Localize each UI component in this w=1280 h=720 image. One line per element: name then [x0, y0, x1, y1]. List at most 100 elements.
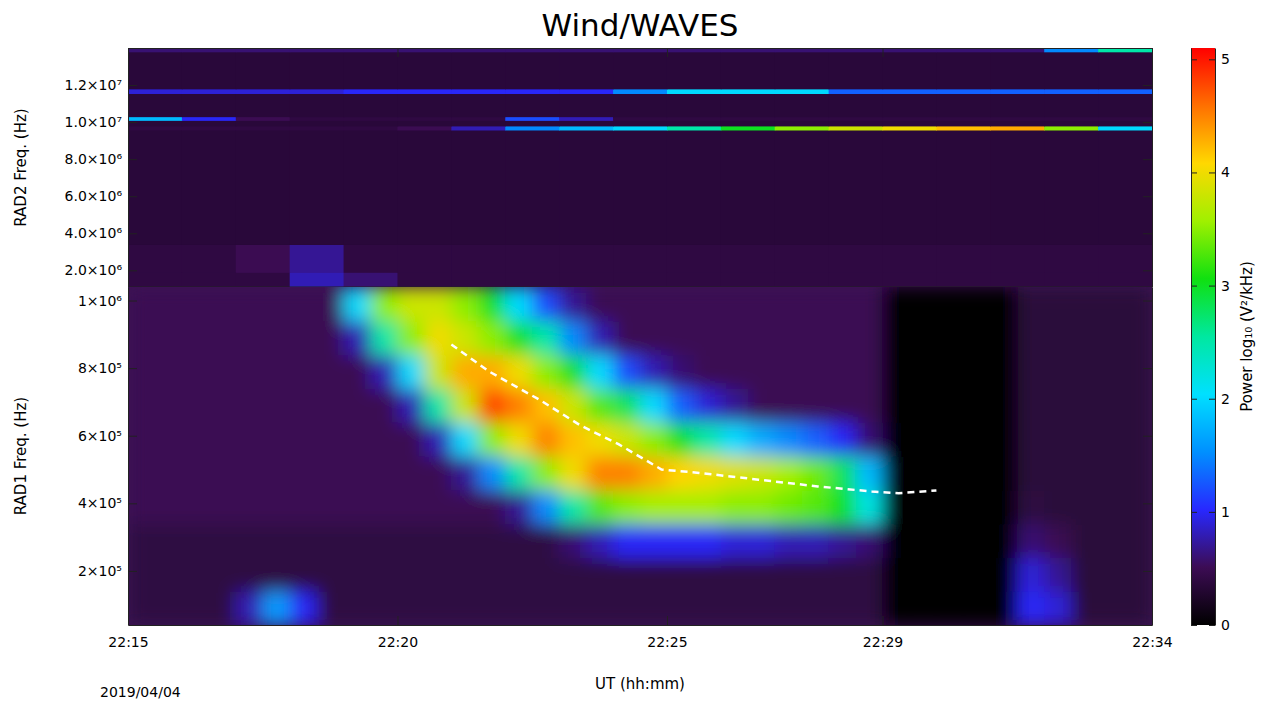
tick: 8.0×10⁶ [65, 151, 137, 167]
heatmap-cell [667, 355, 695, 389]
heatmap-cell [856, 591, 884, 625]
heatmap-cell [559, 126, 613, 131]
heatmap-cell [451, 52, 505, 90]
heatmap-cell [667, 388, 695, 422]
heatmap-cell [802, 355, 830, 389]
tick-label: 3 [1221, 278, 1230, 294]
tick-mark [1143, 85, 1152, 86]
tick: 22:15 [108, 616, 148, 650]
heatmap-cell [128, 422, 156, 456]
heatmap-cell [424, 422, 452, 456]
heatmap-cell [209, 524, 237, 558]
tick-mark [128, 122, 137, 123]
heatmap-cell [802, 524, 830, 558]
heatmap-cell [155, 524, 183, 558]
heatmap-cell [883, 130, 937, 245]
heatmap-cell [451, 89, 505, 94]
heatmap-cell [667, 422, 695, 456]
heatmap-cell [317, 490, 345, 524]
chart: 2.0×10⁶4.0×10⁶6.0×10⁶8.0×10⁶1.0×10⁷1.2×1… [0, 0, 1280, 720]
heatmap-cell [155, 388, 183, 422]
heatmap-cell [155, 355, 183, 389]
heatmap-cell [1017, 321, 1045, 355]
heatmap-cell [559, 120, 613, 126]
heatmap-cell [505, 321, 533, 355]
heatmap-cell [236, 93, 290, 117]
heatmap-cell [748, 355, 776, 389]
heatmap-cell [1125, 287, 1152, 321]
heatmap-cell [990, 355, 1018, 389]
heatmap-cell [532, 422, 560, 456]
heatmap-cell [1044, 524, 1072, 558]
heatmap-cell [559, 272, 613, 287]
heatmap-cell [290, 89, 344, 94]
heatmap-cell [263, 557, 291, 591]
heatmap-cell [1044, 287, 1072, 321]
heatmap-cell [505, 130, 559, 245]
heatmap-cell [694, 591, 722, 625]
tick [1143, 196, 1152, 197]
heatmap-cell [586, 355, 614, 389]
heatmap-cell [263, 321, 291, 355]
heatmap-cell [748, 422, 776, 456]
tick: 2×10⁵ [78, 563, 137, 579]
tick-mark [667, 48, 668, 57]
heatmap-cell [128, 52, 182, 90]
tick: 22:29 [863, 616, 903, 650]
heatmap-cell [1071, 490, 1099, 524]
heatmap-cell [856, 456, 884, 490]
heatmap-cell [829, 287, 857, 321]
heatmap-cell [451, 244, 505, 272]
heatmap-cell [344, 456, 372, 490]
heatmap-cell [909, 287, 937, 321]
heatmap-cell [451, 490, 479, 524]
axis-title: RAD2 Freq. (Hz) [12, 108, 30, 226]
heatmap-cell [559, 117, 613, 121]
heatmap-cell [290, 126, 344, 131]
heatmap-cell [505, 272, 559, 287]
annotation: 2019/04/04 [100, 684, 181, 700]
heatmap-cell [1098, 388, 1126, 422]
tick [1143, 571, 1152, 572]
colorbar-title: Power log₁₀ (V²/kHz) [1238, 261, 1256, 412]
heatmap-cell [909, 490, 937, 524]
heatmap-cell [209, 591, 237, 625]
heatmap-cell [829, 89, 883, 94]
tick-mark [1143, 159, 1152, 160]
heatmap-cell [344, 244, 398, 272]
heatmap-cell [694, 388, 722, 422]
heatmap-cell [694, 557, 722, 591]
heatmap-cell [532, 456, 560, 490]
heatmap-cell [883, 272, 937, 287]
heatmap-cell [1125, 456, 1152, 490]
tick: 4×10⁵ [78, 495, 137, 511]
heatmap-cell [856, 524, 884, 558]
heatmap-cell [182, 89, 236, 94]
heatmap-cell [936, 89, 990, 94]
heatmap-cell [1071, 591, 1099, 625]
heatmap-cell [829, 422, 857, 456]
heatmap-cell [236, 52, 290, 90]
heatmap-cell [721, 130, 775, 245]
heatmap-cell [936, 93, 990, 117]
tick-label: 0 [1221, 617, 1230, 633]
heatmap-cell [613, 287, 641, 321]
heatmap-cell [371, 422, 399, 456]
heatmap-cell [397, 355, 425, 389]
heatmap-cell [721, 456, 749, 490]
heatmap-cell [586, 287, 614, 321]
heatmap-cell [559, 52, 613, 90]
heatmap-cell [505, 557, 533, 591]
heatmap-cell [936, 422, 964, 456]
heatmap-cell [856, 388, 884, 422]
heatmap-cell [182, 524, 210, 558]
heatmap-cell [290, 355, 318, 389]
heatmap-cell [640, 490, 668, 524]
heatmap-cell [990, 490, 1018, 524]
tick-mark [128, 571, 137, 572]
heatmap-cell [505, 52, 559, 90]
tick-mark [1143, 233, 1152, 234]
heatmap-cell [128, 456, 156, 490]
heatmap-cell [344, 490, 372, 524]
tick [397, 48, 398, 57]
